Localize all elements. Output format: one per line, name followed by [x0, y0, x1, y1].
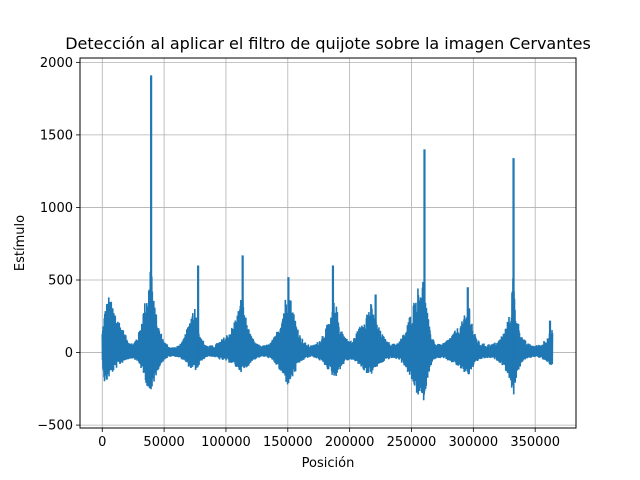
y-axis-ticks: −500 0 500 1000 1500 2000 — [37, 56, 80, 434]
x-tick-label: 300000 — [449, 435, 499, 450]
y-tick-label: −500 — [37, 419, 73, 434]
x-tick-label: 50000 — [143, 435, 184, 450]
axes-frame — [79, 57, 577, 429]
y-tick-label: 500 — [48, 274, 73, 289]
x-tick-label: 100000 — [201, 435, 251, 450]
y-tick-label: 1000 — [40, 201, 73, 216]
series-layer — [101, 75, 554, 401]
signal-line — [101, 271, 554, 401]
x-tick-label: 150000 — [263, 435, 313, 450]
plot-area — [101, 75, 554, 401]
x-tick-label: 250000 — [387, 435, 437, 450]
y-tick-label: 1500 — [40, 128, 73, 143]
y-axis-label: Estímulo — [13, 215, 28, 271]
y-tick-label: 0 — [65, 346, 73, 361]
grid-lines — [80, 58, 576, 428]
x-axis-ticks: 0 50000 100000 150000 200000 250000 300000 3500… — [98, 428, 560, 450]
x-axis-label: Posición — [302, 456, 355, 471]
chart-title: Detección al aplicar el filtro de quijot… — [65, 34, 591, 53]
x-tick-label: 350000 — [510, 435, 560, 450]
x-tick-label: 0 — [98, 435, 106, 450]
y-tick-label: 2000 — [40, 56, 73, 71]
x-tick-label: 200000 — [325, 435, 375, 450]
